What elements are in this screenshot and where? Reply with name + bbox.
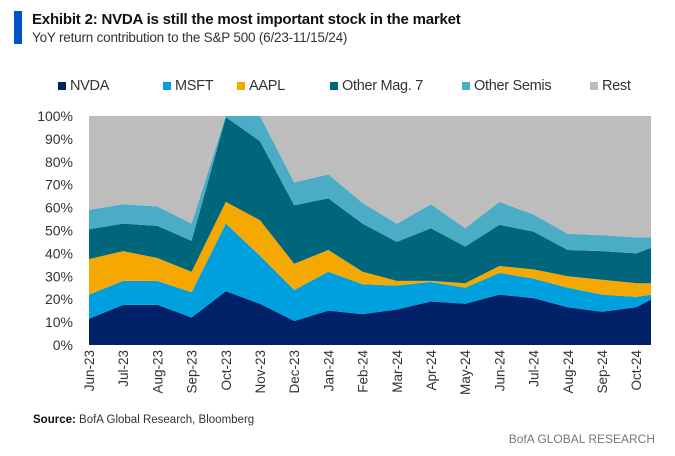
chart-title: Exhibit 2: NVDA is still the most import… (32, 11, 461, 28)
x-tick-label: Sep-24 (595, 350, 610, 394)
y-tick-label: 80% (45, 154, 73, 170)
legend-item: Other Semis (462, 78, 552, 94)
legend-item: MSFT (163, 78, 214, 94)
brand-footer: BofA GLOBAL RESEARCH (508, 432, 655, 446)
y-tick-label: 10% (45, 314, 73, 330)
x-tick-label: Mar-24 (390, 350, 405, 393)
area-msft (89, 223, 651, 321)
legend-label: MSFT (175, 78, 214, 94)
y-tick-label: 100% (37, 108, 73, 124)
y-tick-label: 60% (45, 200, 73, 216)
area-nvda (89, 291, 651, 345)
x-tick-label: Jun-24 (492, 350, 507, 392)
title-accent-bar (14, 11, 22, 44)
legend-swatch (58, 82, 66, 90)
y-tick-label: 20% (45, 291, 73, 307)
x-tick-label: Jun-23 (82, 350, 97, 391)
legend-label: Other Semis (474, 78, 552, 94)
legend-item: Other Mag. 7 (330, 78, 423, 94)
area-other-mag-7 (89, 117, 651, 284)
legend-swatch (163, 82, 171, 90)
legend-item: NVDA (58, 78, 109, 94)
legend-item: Rest (590, 78, 631, 94)
source-label: Source: (33, 414, 76, 426)
x-tick-label: Oct-23 (219, 350, 234, 391)
legend: NVDA MSFT AAPL Other Mag. 7 Other Semis Rest (0, 78, 675, 100)
y-tick-label: 40% (45, 245, 73, 261)
legend-item: AAPL (237, 78, 285, 94)
chart-subtitle: YoY return contribution to the S&P 500 (… (32, 30, 348, 45)
x-tick-label: Feb-24 (356, 350, 371, 393)
legend-label: Rest (602, 78, 631, 94)
x-tick-label: Oct-24 (629, 350, 644, 391)
area-layers (89, 116, 651, 345)
x-tick-label: Aug-24 (561, 350, 576, 394)
x-tick-label: Aug-23 (150, 350, 165, 394)
x-tick-label: Dec-23 (287, 350, 302, 394)
legend-swatch (237, 82, 245, 90)
legend-label: AAPL (249, 78, 285, 94)
x-tick-label: Jul-24 (527, 350, 542, 387)
x-tick-label: May-24 (458, 350, 473, 396)
area-rest (89, 116, 651, 238)
area-aapl (89, 201, 651, 297)
legend-swatch (330, 82, 338, 90)
x-tick-label: Sep-23 (185, 350, 200, 394)
x-tick-label: Apr-24 (424, 350, 439, 391)
legend-label: Other Mag. 7 (342, 78, 424, 94)
y-tick-label: 70% (45, 177, 73, 193)
x-tick-label: Jan-24 (321, 350, 336, 392)
y-tick-label: 30% (45, 268, 73, 284)
y-tick-label: 0% (53, 337, 73, 353)
legend-label: NVDA (70, 78, 110, 94)
legend-swatch (590, 82, 598, 90)
source-text: BofA Global Research, Bloomberg (75, 414, 255, 426)
x-tick-label: Nov-23 (253, 350, 268, 394)
source-note: Source: BofA Global Research, Bloomberg (33, 414, 254, 426)
legend-swatch (462, 82, 470, 90)
y-tick-label: 50% (45, 223, 73, 239)
y-tick-label: 90% (45, 131, 73, 147)
area-other-semis (89, 116, 651, 254)
x-tick-label: Jul-23 (116, 350, 131, 387)
